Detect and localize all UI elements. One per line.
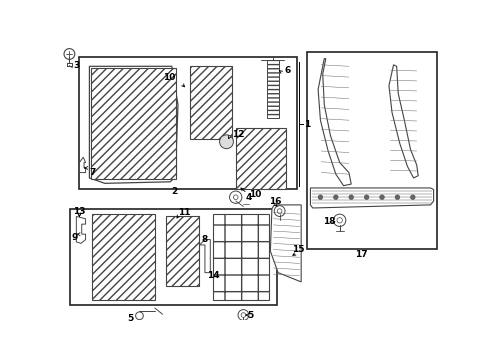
Circle shape (380, 195, 384, 199)
Polygon shape (199, 239, 210, 273)
Polygon shape (270, 205, 301, 282)
Text: 4: 4 (245, 193, 252, 202)
Circle shape (365, 195, 369, 199)
Bar (190, 66, 232, 139)
Text: 6: 6 (284, 66, 291, 75)
Circle shape (229, 191, 242, 203)
Circle shape (274, 206, 285, 216)
Text: 2: 2 (171, 186, 177, 195)
Text: 5: 5 (247, 311, 253, 320)
Circle shape (395, 195, 400, 199)
Polygon shape (318, 59, 351, 186)
Circle shape (241, 313, 245, 317)
Text: 15: 15 (292, 245, 304, 254)
Circle shape (64, 49, 75, 59)
Text: 5: 5 (127, 314, 133, 323)
Circle shape (411, 195, 415, 199)
Text: 10: 10 (163, 73, 175, 82)
Circle shape (318, 195, 323, 199)
Circle shape (238, 310, 249, 320)
Circle shape (349, 195, 354, 199)
Bar (214, 214, 269, 300)
Bar (267, 60, 279, 118)
Text: 17: 17 (355, 251, 368, 260)
Circle shape (334, 195, 338, 199)
Polygon shape (76, 216, 86, 243)
Text: 9: 9 (72, 233, 78, 242)
Text: 12: 12 (232, 130, 245, 139)
Polygon shape (79, 157, 86, 172)
Text: 18: 18 (323, 217, 335, 226)
Text: 14: 14 (207, 271, 220, 280)
Bar (70, 209, 276, 305)
Bar (236, 128, 286, 189)
Circle shape (220, 135, 233, 149)
Polygon shape (311, 188, 434, 208)
Bar (92, 214, 155, 300)
Text: 11: 11 (178, 208, 191, 217)
Text: 10: 10 (249, 190, 261, 199)
Bar (167, 216, 199, 286)
Text: 13: 13 (74, 207, 86, 216)
Text: 16: 16 (269, 197, 281, 206)
Text: 7: 7 (89, 168, 96, 177)
Polygon shape (389, 65, 418, 178)
Circle shape (233, 195, 238, 199)
Circle shape (277, 209, 282, 213)
Polygon shape (89, 66, 178, 183)
Circle shape (337, 217, 343, 223)
Text: 3: 3 (74, 61, 79, 70)
Text: 8: 8 (201, 235, 207, 244)
Bar (307, 53, 437, 249)
Text: 1: 1 (304, 120, 311, 129)
Circle shape (334, 214, 346, 226)
Bar (91, 68, 175, 180)
Bar (79, 57, 297, 189)
Circle shape (136, 312, 144, 320)
